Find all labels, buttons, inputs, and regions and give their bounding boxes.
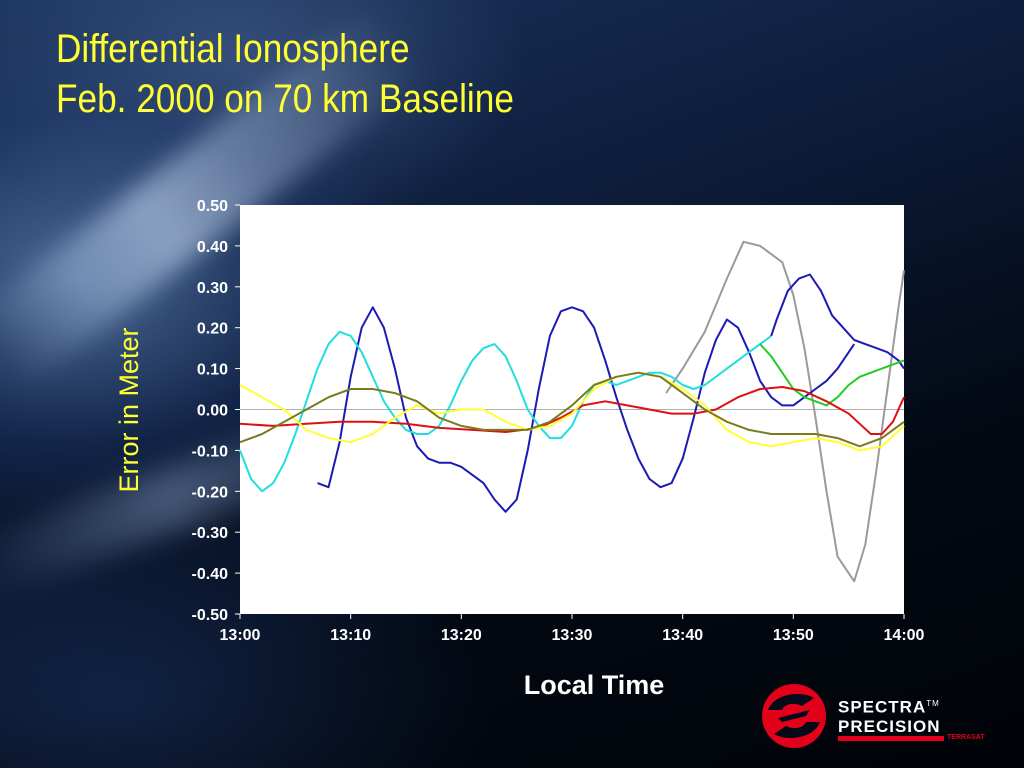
y-tick-label: 0.30 xyxy=(197,280,228,297)
x-tick-label: 13:50 xyxy=(773,627,814,644)
spectra-logo-icon xyxy=(762,684,826,748)
slide-title: Differential Ionosphere Feb. 2000 on 70 … xyxy=(56,24,514,124)
spectra-precision-logo: SPECTRATM PRECISION TERRASAT xyxy=(756,680,1006,750)
x-axis: 13:00 13:10 13:20 13:30 13:40 13:50 14:00 xyxy=(220,614,925,644)
y-tick-label: 0.50 xyxy=(197,198,228,215)
series-line-7 xyxy=(239,371,905,452)
y-tick-label: -0.10 xyxy=(192,443,229,460)
series-line-4 xyxy=(770,273,905,370)
x-tick-label: 14:00 xyxy=(884,627,925,644)
series-line-5 xyxy=(759,343,905,407)
y-tick-label: -0.50 xyxy=(192,607,229,624)
x-axis-label: Local Time xyxy=(524,670,665,700)
series-line-3 xyxy=(239,330,772,493)
x-tick-label: 13:10 xyxy=(330,627,371,644)
y-axis-label: Error in Meter xyxy=(114,327,144,492)
logo-line-2: PRECISION xyxy=(838,716,941,736)
y-tick-label: -0.20 xyxy=(192,484,229,501)
series-line-2 xyxy=(317,306,856,513)
y-tick-label: -0.30 xyxy=(192,525,229,542)
logo-wordmark: SPECTRATM PRECISION xyxy=(838,694,941,736)
title-line-2: Feb. 2000 on 70 km Baseline xyxy=(56,77,514,121)
series-layer xyxy=(239,240,905,583)
y-axis: 0.50 0.40 0.30 0.20 0.10 0.00 -0.10 -0.20 -0.30 -… xyxy=(192,198,240,624)
y-tick-label: 0.20 xyxy=(197,321,228,338)
series-line-6 xyxy=(239,386,905,435)
y-tick-label: 0.00 xyxy=(197,403,228,420)
logo-trademark: TM xyxy=(926,699,940,708)
logo-underline xyxy=(838,736,944,741)
x-tick-label: 13:00 xyxy=(220,627,261,644)
y-tick-label: 0.40 xyxy=(197,239,228,256)
x-tick-label: 13:40 xyxy=(662,627,703,644)
logo-line-1: SPECTRA xyxy=(838,697,927,717)
x-tick-label: 13:20 xyxy=(441,627,482,644)
series-line-8 xyxy=(239,371,905,448)
y-tick-label: -0.40 xyxy=(192,566,229,583)
y-tick-label: 0.10 xyxy=(197,362,228,379)
title-line-1: Differential Ionosphere xyxy=(56,27,410,71)
logo-subtext: TERRASAT xyxy=(947,734,985,741)
x-tick-label: 13:30 xyxy=(552,627,593,644)
series-line-1 xyxy=(665,240,905,583)
